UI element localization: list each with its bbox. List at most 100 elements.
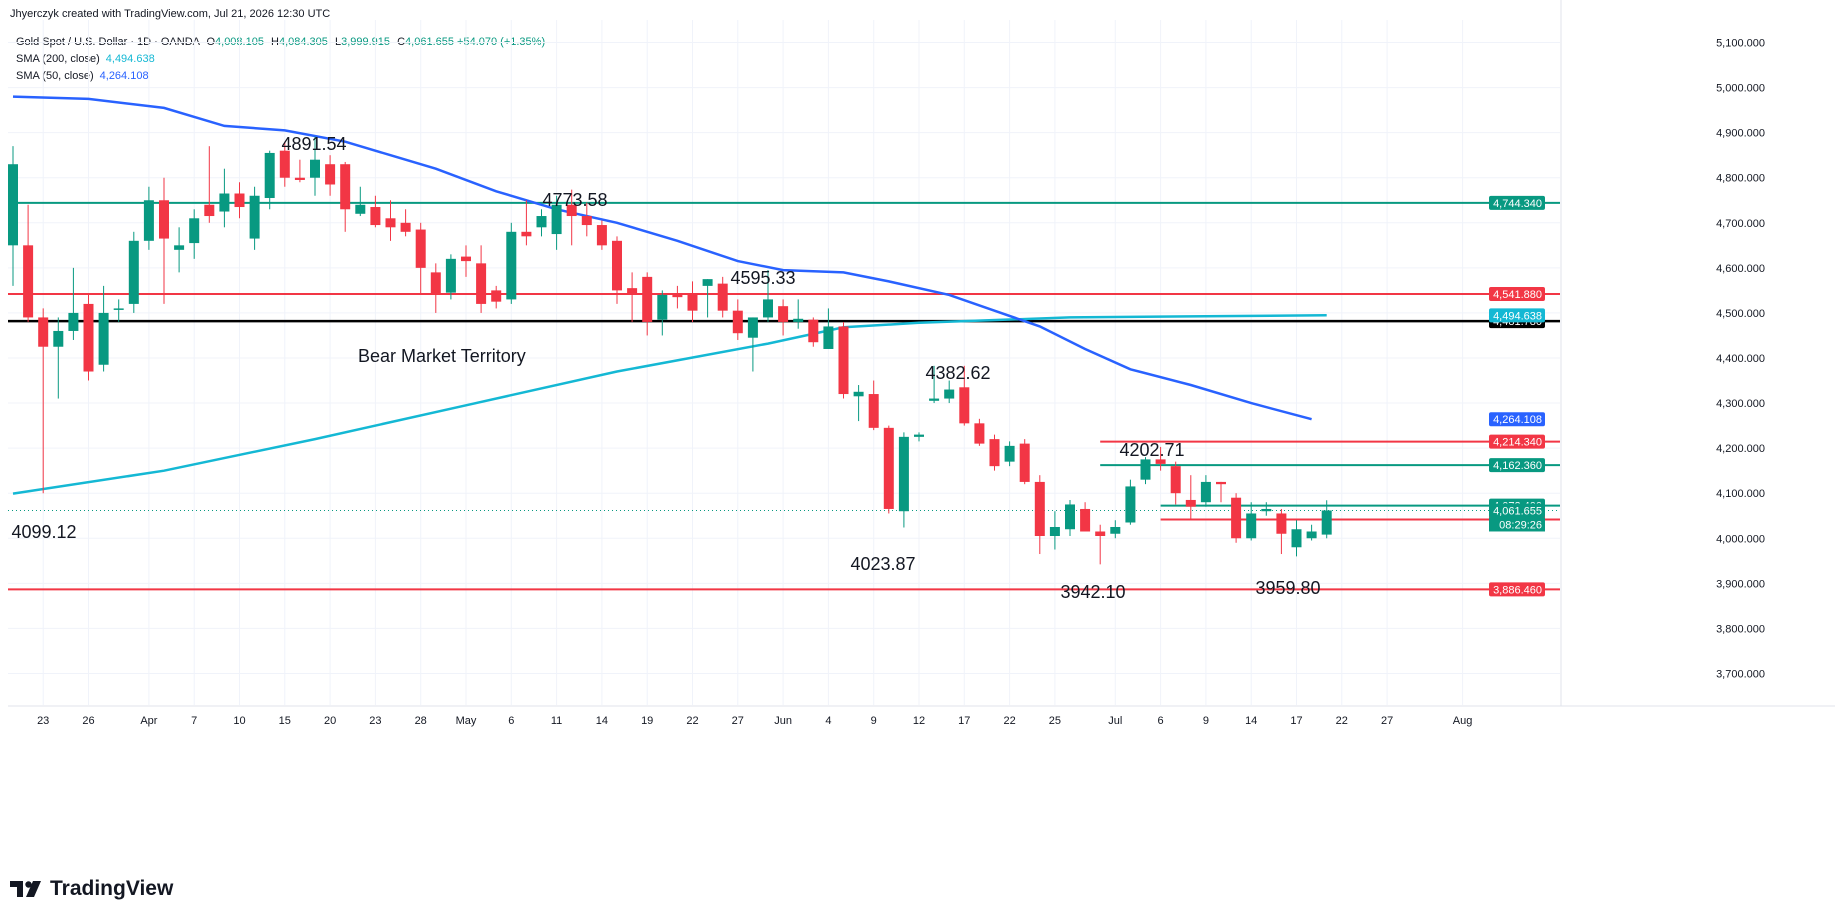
price-tick-label: 5,100.000 [1716, 38, 1765, 50]
candle [1231, 493, 1242, 543]
candle-body [1095, 531, 1106, 537]
time-tick-label: 28 [415, 715, 427, 727]
candle-body [929, 398, 940, 401]
candle-body [340, 164, 351, 210]
candle [98, 285, 109, 372]
high-value: 4,084.305 [278, 36, 328, 48]
price-annotation: 4773.58 [542, 190, 607, 210]
candle [1019, 439, 1030, 485]
candle [370, 195, 381, 228]
price-annotation: 4595.33 [730, 268, 795, 288]
candle [1080, 502, 1091, 532]
price-tick-label: 4,100.000 [1716, 488, 1765, 500]
candle-body [732, 310, 743, 334]
candle-body [883, 427, 894, 509]
candle-body [415, 229, 426, 268]
candle-body [113, 308, 124, 310]
candle-body [763, 299, 773, 318]
candle-body [1306, 531, 1317, 539]
symbol-name[interactable]: Gold Spot / U.S. Dollar · 1D · OANDA [16, 36, 200, 48]
candle-body [491, 290, 502, 302]
time-axis: 23 26 Apr 7 10 15 20 23 28 May 6 11 14 19 22 27 Jun 4 9 12 1… [37, 715, 1472, 727]
candle [325, 155, 336, 196]
level-tag-text: 3,886.460 [1493, 584, 1542, 596]
candle-body [959, 387, 970, 424]
candle [1110, 520, 1121, 539]
candle [68, 267, 79, 340]
close-label: C [397, 36, 406, 48]
candle [174, 227, 185, 273]
candle-body [174, 245, 185, 250]
change-value: +54.070 (+1.35%) [457, 36, 546, 48]
candle [400, 209, 411, 237]
candle [1170, 461, 1181, 505]
candle-body [234, 193, 245, 208]
candle [868, 380, 879, 431]
legend-sma50-row[interactable]: SMA (50, close) 4,264.108 [16, 68, 545, 85]
candle [1155, 446, 1166, 471]
price-tags: 4,744.3404,541.8804,481.7803,886.4604,21… [1489, 195, 1545, 597]
time-tick-label: 14 [596, 715, 608, 727]
candle [204, 146, 215, 223]
candle [808, 317, 819, 347]
time-tick-label: Apr [140, 715, 157, 727]
candle [415, 222, 426, 295]
price-tag-text: 4,264.108 [1493, 414, 1542, 426]
segment-tag-bg [1489, 434, 1545, 449]
candle-body [445, 258, 456, 293]
annotations: 4891.54 4773.58 4595.33 4382.62 4202.71 4099.… [11, 134, 1320, 602]
candle [581, 202, 592, 237]
candle-body [310, 159, 320, 178]
candle-body [1019, 443, 1030, 482]
candle [38, 308, 49, 494]
legend-ohlc-row: Gold Spot / U.S. Dollar · 1D · OANDA O 4,… [16, 34, 545, 51]
candle [687, 281, 698, 322]
price-tag-countdown: 08:29:26 [1499, 519, 1542, 531]
candle [23, 204, 34, 322]
candle [838, 321, 849, 399]
time-tick-label: Jul [1108, 715, 1122, 727]
candle-body [1185, 499, 1196, 507]
candle-body [23, 245, 34, 318]
candle [974, 418, 985, 446]
sma50-value: 4,264.108 [99, 70, 149, 82]
legend-sma200-row[interactable]: SMA (200, close) 4,494.638 [16, 51, 545, 68]
candle [340, 161, 351, 232]
tradingview-logo-icon [10, 881, 41, 897]
candle [898, 432, 909, 528]
price-tick-label: 4,000.000 [1716, 533, 1765, 545]
candle-body [68, 312, 79, 331]
segment-tag-bg [1489, 458, 1545, 473]
candle-body [159, 200, 169, 239]
time-tick-label: 26 [82, 715, 94, 727]
candle [461, 245, 471, 277]
time-tick-label: 17 [958, 715, 970, 727]
candle [1276, 508, 1287, 555]
candle-body [1004, 445, 1015, 462]
time-tick-label: 14 [1245, 715, 1257, 727]
price-tick-label: 4,700.000 [1716, 218, 1765, 230]
time-tick-label: 4 [825, 715, 831, 727]
candle-body [400, 222, 411, 232]
candle [279, 141, 290, 187]
candle-body [385, 218, 396, 228]
time-tick-label: 19 [641, 715, 653, 727]
candle-body [793, 318, 804, 322]
candle [1095, 524, 1106, 565]
time-tick-label: 23 [369, 715, 381, 727]
created-by-caption: Jhyerczyk created with TradingView.com, … [10, 8, 331, 20]
level-tag-bg [1489, 287, 1545, 302]
tradingview-brand: TradingView [50, 877, 174, 900]
candle [642, 272, 653, 336]
time-tick-label: Jun [774, 715, 792, 727]
price-tick-label: 3,900.000 [1716, 578, 1765, 590]
candle [491, 285, 502, 309]
candle-body [1261, 508, 1272, 512]
price-tick-label: 3,700.000 [1716, 668, 1765, 680]
time-tick-label: 6 [508, 715, 514, 727]
candle [551, 195, 562, 250]
candle [521, 200, 532, 246]
high-label: H [271, 36, 279, 48]
price-tag-text: 4,061.655 [1493, 505, 1542, 517]
